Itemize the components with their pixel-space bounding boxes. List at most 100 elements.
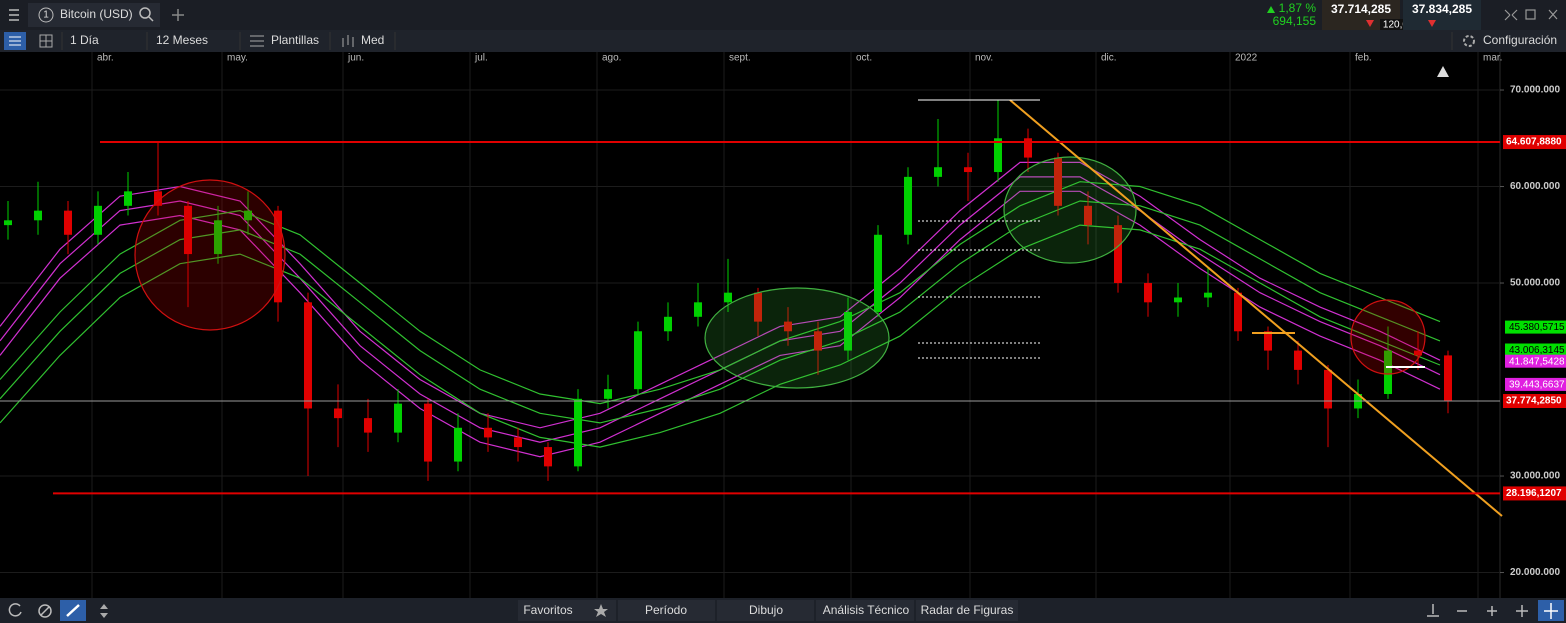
tab-button[interactable] [618, 600, 715, 621]
candle-body [124, 191, 132, 206]
fib-lines [918, 220, 1040, 359]
annotations [134, 66, 1503, 517]
price-tag-label: 37.774,2850 [1506, 396, 1562, 407]
candle-body [604, 389, 612, 399]
tab-number: 1 [43, 10, 49, 21]
candle-body [874, 234, 882, 312]
change-box [1258, 0, 1320, 30]
drawing[interactable]: Dibujo [749, 603, 783, 617]
instrument-tab[interactable] [28, 3, 160, 27]
candle-body [484, 427, 492, 438]
candle-body [934, 167, 942, 177]
tab-button[interactable] [717, 600, 814, 621]
price-tag-label: 39.443,6637 [1509, 380, 1565, 391]
tab-button[interactable] [518, 600, 616, 621]
templates[interactable]: Plantillas [271, 33, 319, 47]
candle-body [1144, 283, 1152, 303]
candle-body [844, 311, 852, 351]
tab-button[interactable] [816, 600, 914, 621]
window-controls[interactable] [1504, 9, 1558, 21]
favorites[interactable]: Favoritos [523, 603, 572, 617]
templates-icon [250, 35, 264, 47]
buy-box[interactable] [1403, 0, 1481, 30]
tab-number-circle [38, 7, 54, 23]
fit-icon [1544, 603, 1558, 619]
candle-body [1174, 297, 1182, 303]
candle-body [394, 403, 402, 433]
price-tags: 64.607,8880 28.196,1207 37.774,2850 45.380,… [1503, 135, 1566, 501]
candle-body [1294, 350, 1302, 370]
x-tick-label: oct. [856, 53, 872, 64]
candle-body [184, 205, 192, 255]
candle-body [4, 220, 12, 226]
x-tick-label: 2022 [1235, 53, 1258, 64]
x-tick-label: jul. [474, 53, 488, 64]
candle-body [994, 138, 1002, 173]
candle-body [1204, 292, 1212, 298]
spread: 120,000 [1383, 20, 1420, 31]
price-tag [1505, 354, 1566, 368]
green-ellipse [704, 287, 890, 389]
range[interactable]: 12 Meses [156, 33, 208, 47]
scroll-marker[interactable] [1437, 66, 1449, 77]
bottom-tools[interactable] [8, 603, 52, 618]
up-arrow [1267, 6, 1275, 13]
down-arrow [1366, 20, 1374, 27]
technical-analysis[interactable]: Análisis Técnico [823, 603, 910, 617]
sort-icon[interactable] [100, 604, 108, 618]
candle-body [304, 302, 312, 409]
search-icon[interactable] [139, 7, 154, 22]
candle-body [154, 191, 162, 206]
green-ellipse [1003, 156, 1137, 264]
red-circle [134, 179, 286, 331]
price-tag [1505, 343, 1566, 357]
settings[interactable]: Configuración [1483, 33, 1557, 47]
x-tick-label: jun. [347, 53, 364, 64]
candle-body [94, 205, 102, 235]
price-tag-label: 45.380,5715 [1509, 322, 1565, 333]
candle-body [274, 210, 282, 303]
candle-body [1234, 292, 1242, 332]
price-tag-label: 64.607,8880 [1506, 137, 1562, 148]
moving-averages [0, 161, 1441, 458]
price-tag [1503, 135, 1566, 150]
y-tick-label: 60.000.000 [1510, 181, 1560, 192]
candle-body [64, 210, 72, 235]
red-circle [1350, 299, 1426, 375]
moving-average-line [0, 200, 1441, 424]
sell-price[interactable]: 37.714,285 [1331, 2, 1391, 16]
pen-icon [66, 604, 80, 617]
zoom-controls[interactable] [1427, 604, 1528, 617]
buy-price[interactable]: 37.834,285 [1412, 2, 1472, 16]
pattern-radar[interactable]: Radar de Figuras [921, 603, 1014, 617]
candle-body [1084, 205, 1092, 226]
menu-icon[interactable] [9, 9, 19, 21]
price-type[interactable]: Med [361, 33, 384, 47]
settings-icon [1463, 35, 1475, 47]
spread-box [1380, 19, 1422, 30]
star-icon[interactable] [594, 604, 608, 617]
y-tick-label: 70.000.000 [1510, 85, 1560, 96]
interval[interactable]: 1 Día [70, 33, 99, 47]
price-tag [1505, 320, 1566, 334]
change-percent: 1,87 % [1279, 1, 1317, 15]
y-tick-label: 50.000.000 [1510, 278, 1560, 289]
candle-body [1264, 331, 1272, 351]
x-tick-label: dic. [1101, 53, 1117, 64]
down-arrow [1428, 20, 1436, 27]
x-tick-label: sept. [729, 53, 751, 64]
instrument-name[interactable]: Bitcoin (USD) [60, 7, 133, 21]
layout-icon[interactable] [39, 34, 53, 48]
period[interactable]: Período [645, 603, 687, 617]
x-tick-label: may. [227, 53, 248, 64]
candle-body [1024, 138, 1032, 158]
add-tab[interactable] [172, 9, 184, 21]
tab-button[interactable] [916, 600, 1018, 621]
moving-average-line [0, 181, 1441, 405]
trend-line [1009, 99, 1503, 517]
x-tick-label: ago. [602, 53, 621, 64]
candle-body [424, 403, 432, 462]
candle-body [214, 220, 222, 255]
